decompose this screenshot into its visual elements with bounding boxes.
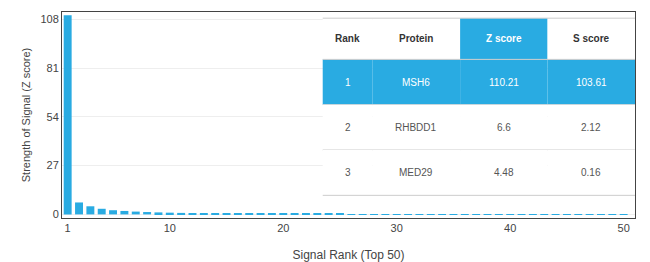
svg-text:1: 1 <box>345 77 351 88</box>
svg-text:4.48: 4.48 <box>494 167 514 178</box>
svg-text:6.6: 6.6 <box>497 122 511 133</box>
svg-text:Rank: Rank <box>335 33 360 44</box>
svg-text:103.61: 103.61 <box>576 77 607 88</box>
svg-text:108: 108 <box>40 13 58 25</box>
svg-text:27: 27 <box>47 159 59 171</box>
svg-text:81: 81 <box>47 62 59 74</box>
svg-text:20: 20 <box>277 222 289 234</box>
svg-text:0.16: 0.16 <box>581 167 601 178</box>
svg-text:Protein: Protein <box>399 33 433 44</box>
svg-text:3: 3 <box>345 167 351 178</box>
svg-text:54: 54 <box>47 111 59 123</box>
svg-text:40: 40 <box>504 222 516 234</box>
svg-text:1: 1 <box>65 222 71 234</box>
svg-text:50: 50 <box>618 222 630 234</box>
svg-text:2.12: 2.12 <box>581 122 601 133</box>
svg-text:110.21: 110.21 <box>489 77 519 88</box>
svg-text:S score: S score <box>573 33 610 44</box>
svg-text:Signal Rank (Top 50): Signal Rank (Top 50) <box>292 248 404 262</box>
svg-text:MED29: MED29 <box>399 167 433 178</box>
svg-text:RHBDD1: RHBDD1 <box>395 122 437 133</box>
svg-text:0: 0 <box>53 208 59 220</box>
svg-text:MSH6: MSH6 <box>402 77 430 88</box>
svg-text:10: 10 <box>164 222 176 234</box>
svg-text:2: 2 <box>345 122 351 133</box>
svg-text:30: 30 <box>391 222 403 234</box>
svg-text:Z score: Z score <box>486 33 522 44</box>
svg-text:Strength of Signal (Z score): Strength of Signal (Z score) <box>20 48 32 183</box>
